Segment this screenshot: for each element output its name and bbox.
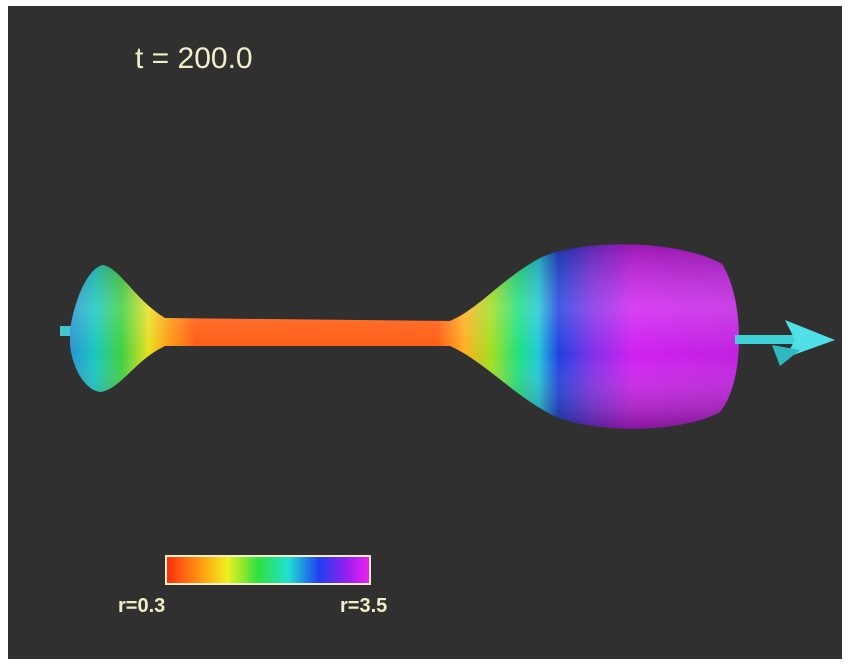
colorbar-min-label: r=0.3 xyxy=(118,595,165,617)
colorbar xyxy=(165,555,371,585)
colorbar-max-label: r=3.5 xyxy=(340,595,387,617)
time-label: t = 200.0 xyxy=(135,42,253,75)
rendered-droplet xyxy=(60,244,835,429)
